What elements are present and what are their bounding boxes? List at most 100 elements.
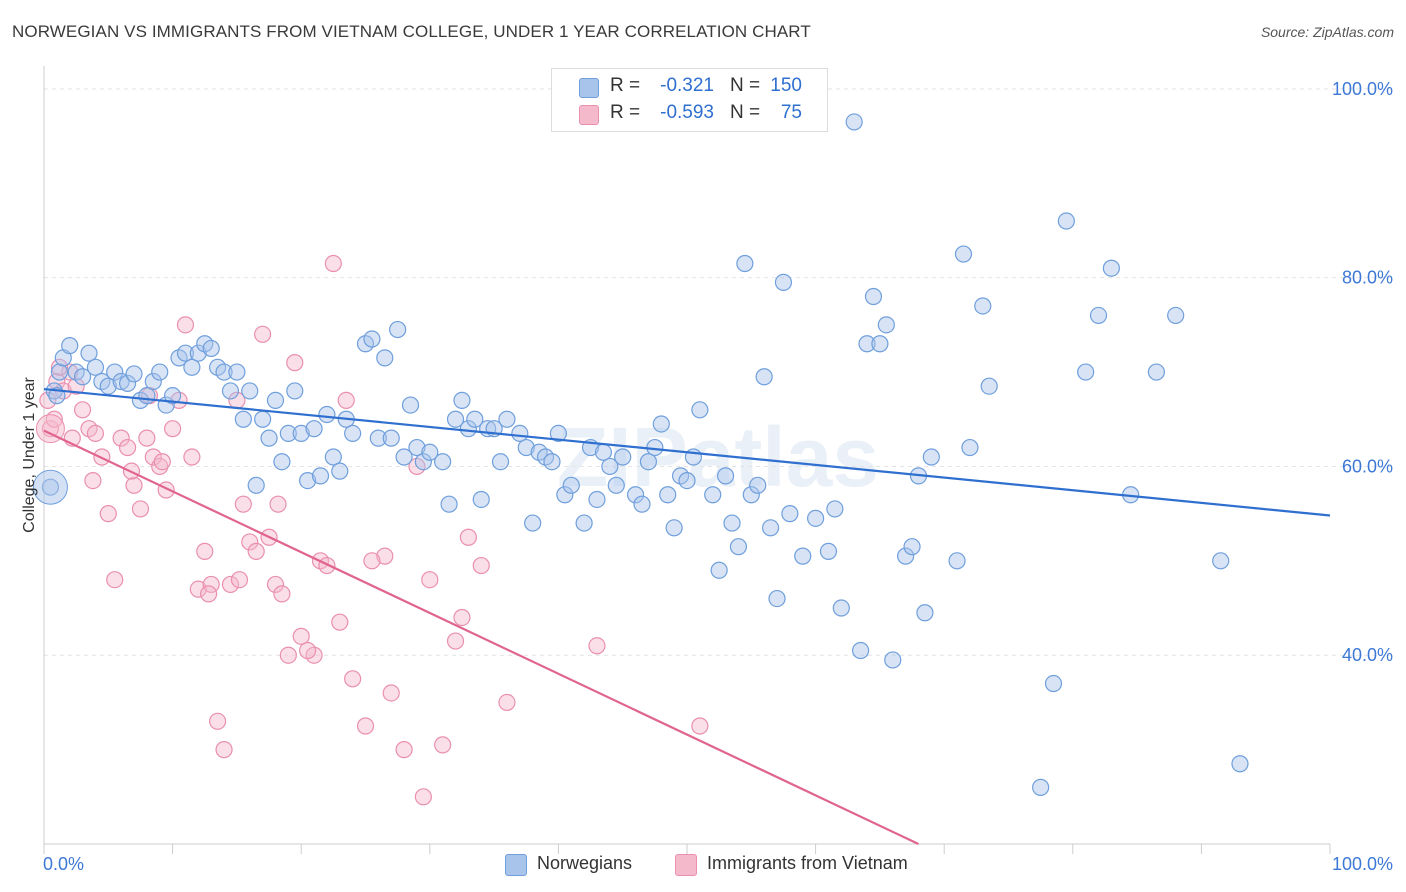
axes bbox=[43, 66, 1331, 854]
blue-swatch bbox=[579, 78, 599, 98]
norwegian-point bbox=[845, 113, 863, 131]
norwegian-point bbox=[1077, 363, 1095, 381]
vietnam-point bbox=[67, 377, 85, 395]
vietnam-point bbox=[453, 608, 471, 627]
norwegian-point bbox=[32, 469, 68, 505]
norwegian-point bbox=[331, 462, 349, 480]
norwegian-point bbox=[73, 368, 92, 386]
norwegian-point bbox=[421, 443, 439, 461]
norwegian-point bbox=[382, 429, 400, 447]
norwegian-point bbox=[369, 429, 387, 447]
vietnam-point bbox=[376, 547, 394, 565]
norwegian-point bbox=[1102, 259, 1120, 277]
norwegian-point bbox=[858, 335, 876, 353]
norwegian-point bbox=[961, 438, 979, 457]
vietnam-point bbox=[151, 457, 169, 476]
pink-swatch bbox=[579, 105, 599, 125]
vietnam-point bbox=[459, 528, 477, 546]
norwegian-point bbox=[1147, 363, 1165, 381]
norwegian-trend-line bbox=[43, 387, 1331, 517]
y-tick-label: 40.0% bbox=[1342, 645, 1393, 665]
vietnam-point bbox=[118, 438, 137, 457]
vietnam-point bbox=[106, 571, 124, 589]
norwegian-point bbox=[164, 387, 182, 405]
norwegian-point bbox=[1167, 306, 1185, 325]
r-value: -0.321 bbox=[660, 75, 714, 96]
norwegian-point bbox=[749, 476, 767, 494]
norwegian-point bbox=[286, 382, 304, 400]
norwegian-point bbox=[781, 505, 799, 523]
vietnam-point bbox=[337, 391, 355, 409]
norwegian-point bbox=[543, 453, 561, 471]
vietnam-point bbox=[153, 453, 171, 471]
y-tick-label: 80.0% bbox=[1342, 268, 1393, 288]
norwegian-point bbox=[151, 363, 169, 381]
norwegian-point bbox=[794, 547, 812, 565]
norwegian-point bbox=[1231, 755, 1249, 773]
norwegian-point bbox=[761, 519, 780, 537]
norwegian-point bbox=[633, 495, 651, 513]
norwegian-point bbox=[659, 486, 677, 504]
vietnam-point bbox=[588, 637, 606, 655]
norwegians-swatch bbox=[505, 854, 527, 876]
norwegian-point bbox=[562, 476, 580, 494]
vietnam-point bbox=[144, 448, 162, 466]
norwegian-point bbox=[202, 339, 220, 358]
norwegian-point bbox=[716, 467, 735, 485]
norwegian-point bbox=[954, 245, 973, 263]
vietnam-point bbox=[39, 391, 57, 409]
vietnam-point bbox=[84, 471, 102, 490]
vietnam-point bbox=[196, 542, 214, 560]
norwegian-point bbox=[903, 538, 921, 556]
vietnam-point bbox=[691, 717, 709, 735]
vietnam-point bbox=[434, 736, 452, 754]
norwegian-point bbox=[832, 599, 850, 617]
vietnam-swatch bbox=[675, 854, 697, 876]
norwegian-point bbox=[652, 415, 670, 433]
norwegian-point bbox=[710, 561, 728, 579]
norwegian-point bbox=[588, 490, 606, 509]
norwegian-point bbox=[1089, 306, 1108, 325]
vietnam-point bbox=[200, 585, 218, 603]
norwegian-point bbox=[215, 363, 233, 381]
norwegian-point bbox=[344, 424, 362, 443]
n-label: N = bbox=[730, 102, 761, 123]
norwegian-point bbox=[729, 538, 748, 556]
vietnam-point bbox=[241, 533, 259, 551]
chart-title: NORWEGIAN VS IMMIGRANTS FROM VIETNAM COL… bbox=[12, 22, 811, 41]
norwegian-point bbox=[678, 471, 696, 490]
norwegian-point bbox=[491, 453, 510, 471]
norwegian-point bbox=[459, 420, 477, 438]
vietnam-point bbox=[331, 613, 349, 631]
norwegian-point bbox=[922, 448, 940, 466]
vietnam-point bbox=[273, 585, 291, 603]
vietnam-point bbox=[421, 571, 439, 589]
norwegian-point bbox=[704, 486, 722, 504]
vietnam-point bbox=[131, 500, 150, 518]
norwegian-point bbox=[260, 429, 278, 447]
norwegian-point bbox=[50, 363, 69, 381]
vietnam-point bbox=[221, 575, 240, 594]
series-legend: Norwegians Immigrants from Vietnam bbox=[0, 852, 1406, 876]
norwegian-point bbox=[665, 519, 683, 537]
norwegian-point bbox=[691, 401, 709, 419]
norwegian-point bbox=[311, 467, 330, 485]
norwegian-point bbox=[897, 547, 915, 565]
y-tick-label: 100.0% bbox=[1332, 79, 1393, 99]
vietnam-point bbox=[183, 448, 201, 466]
vietnam-point bbox=[247, 542, 265, 560]
norwegian-point bbox=[549, 424, 568, 443]
x-tick-label-min: 0.0% bbox=[43, 854, 84, 874]
vietnam-point bbox=[269, 495, 287, 513]
norwegian-point bbox=[279, 424, 297, 443]
norwegian-point bbox=[363, 330, 381, 348]
norwegian-point bbox=[80, 344, 98, 362]
norwegian-point bbox=[524, 514, 542, 532]
norwegian-point bbox=[125, 365, 143, 383]
norwegian-point bbox=[446, 410, 465, 428]
norwegian-point bbox=[736, 254, 754, 273]
norwegian-point bbox=[614, 448, 632, 466]
correlation-legend: R = -0.321 N = 150 R = -0.593 N = 75 bbox=[551, 68, 828, 132]
norwegian-point bbox=[852, 641, 870, 660]
norwegian-point bbox=[408, 438, 426, 457]
